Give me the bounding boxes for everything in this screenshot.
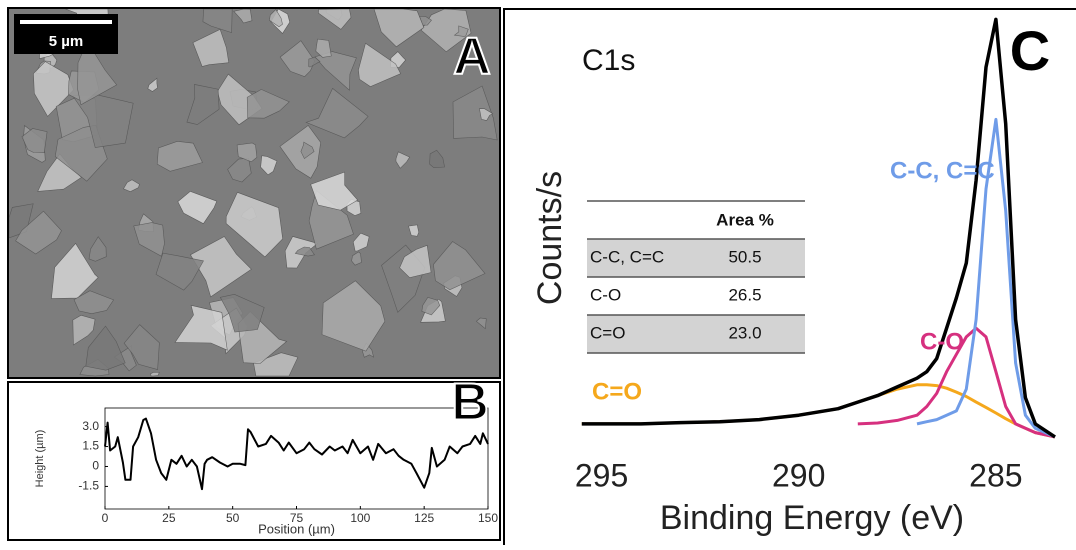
x-axis-label: Position (µm) bbox=[258, 521, 335, 536]
table-row-shade bbox=[587, 239, 805, 277]
sem-flake bbox=[192, 28, 230, 67]
sem-flake bbox=[85, 325, 126, 371]
y-axis-label: Height (µm) bbox=[34, 430, 46, 488]
sem-flake bbox=[305, 87, 369, 139]
sem-flake bbox=[279, 124, 322, 179]
table-cell: 26.5 bbox=[728, 285, 761, 304]
sem-flake bbox=[452, 85, 498, 141]
sem-flake bbox=[269, 9, 283, 28]
sem-flake bbox=[351, 251, 362, 266]
sem-flake bbox=[315, 38, 332, 58]
sem-flake bbox=[260, 155, 278, 176]
table-header: Area % bbox=[716, 210, 774, 229]
sem-flake bbox=[189, 236, 252, 298]
sem-flake bbox=[33, 61, 74, 117]
table-cell: C=O bbox=[590, 323, 625, 342]
spectrum-line bbox=[916, 117, 1056, 439]
x-tick-label: 50 bbox=[226, 511, 240, 525]
y-tick-label: -1.5 bbox=[78, 479, 99, 493]
sem-flake bbox=[123, 324, 160, 370]
table-cell: 50.5 bbox=[728, 247, 761, 266]
sem-flake bbox=[308, 56, 321, 68]
sem-flake bbox=[219, 293, 265, 333]
sem-flake bbox=[475, 317, 487, 330]
x-tick-label: 125 bbox=[414, 511, 434, 525]
y-tick-label: 1.5 bbox=[82, 439, 99, 453]
x-tick-label: 100 bbox=[350, 511, 370, 525]
sem-flake bbox=[15, 210, 62, 255]
sem-flake bbox=[420, 8, 472, 53]
scale-bar-label: 5 µm bbox=[49, 33, 84, 50]
panel-label: B bbox=[451, 374, 489, 432]
sem-flake bbox=[453, 25, 469, 37]
spectrum-line bbox=[857, 326, 1056, 439]
x-tick-label: 75 bbox=[290, 511, 304, 525]
sem-flake bbox=[300, 141, 315, 160]
sem-flake bbox=[433, 241, 486, 291]
panel-label: C bbox=[1010, 19, 1050, 82]
y-tick-label: 3.0 bbox=[82, 419, 99, 433]
sem-flake bbox=[294, 246, 316, 257]
sem-flake bbox=[156, 140, 203, 172]
sem-flake bbox=[150, 371, 160, 377]
sem-flake bbox=[88, 236, 107, 262]
sem-flake bbox=[395, 151, 411, 169]
sem-flake bbox=[408, 224, 420, 237]
sem-image bbox=[8, 8, 500, 378]
series-label: C-C, C=C bbox=[890, 157, 995, 184]
sem-flake bbox=[72, 314, 96, 346]
table-cell: C-O bbox=[590, 285, 621, 304]
x-tick-label: 290 bbox=[772, 457, 825, 493]
sem-flake bbox=[177, 190, 218, 225]
x-axis-label: Binding Energy (eV) bbox=[660, 499, 964, 537]
table-row-shade bbox=[587, 315, 805, 353]
sem-flake bbox=[122, 179, 140, 193]
sem-flake bbox=[155, 252, 204, 291]
sem-flake bbox=[73, 290, 115, 315]
sem-flake bbox=[358, 42, 402, 87]
panel-a-frame bbox=[7, 7, 501, 379]
table-cell: 23.0 bbox=[728, 323, 761, 342]
sem-flake bbox=[429, 149, 445, 169]
series-label: C-O bbox=[920, 328, 964, 355]
sem-flake bbox=[174, 304, 228, 351]
x-tick-label: 0 bbox=[102, 511, 109, 525]
sem-flake bbox=[147, 77, 158, 92]
sem-flake bbox=[421, 296, 441, 316]
sem-flake bbox=[233, 8, 253, 24]
x-tick-label: 150 bbox=[478, 511, 498, 525]
spectrum-line bbox=[581, 17, 1056, 439]
sem-flake bbox=[186, 84, 220, 125]
x-tick-label: 285 bbox=[969, 457, 1022, 493]
panel-b-frame bbox=[7, 381, 501, 541]
profile-line bbox=[104, 417, 489, 491]
sem-flake bbox=[321, 280, 386, 352]
y-tick-label: 0 bbox=[92, 459, 99, 473]
sem-flake bbox=[352, 232, 370, 252]
sem-flake bbox=[77, 40, 118, 106]
sem-flake bbox=[225, 191, 284, 258]
sem-flake bbox=[236, 142, 258, 163]
sem-flake bbox=[310, 171, 359, 211]
series-label: C=O bbox=[592, 378, 642, 405]
y-axis-label: Counts/s bbox=[531, 171, 569, 305]
x-tick-label: 25 bbox=[162, 511, 176, 525]
sem-flake bbox=[21, 128, 48, 154]
x-tick-label: 295 bbox=[575, 457, 628, 493]
chart-title: C1s bbox=[582, 44, 635, 77]
sem-flake bbox=[246, 89, 290, 119]
panel-label: A bbox=[453, 28, 491, 86]
sem-flake bbox=[399, 244, 432, 279]
table-cell: C-C, C=C bbox=[590, 247, 664, 266]
sem-flake bbox=[479, 108, 494, 121]
sem-flake bbox=[133, 222, 165, 257]
